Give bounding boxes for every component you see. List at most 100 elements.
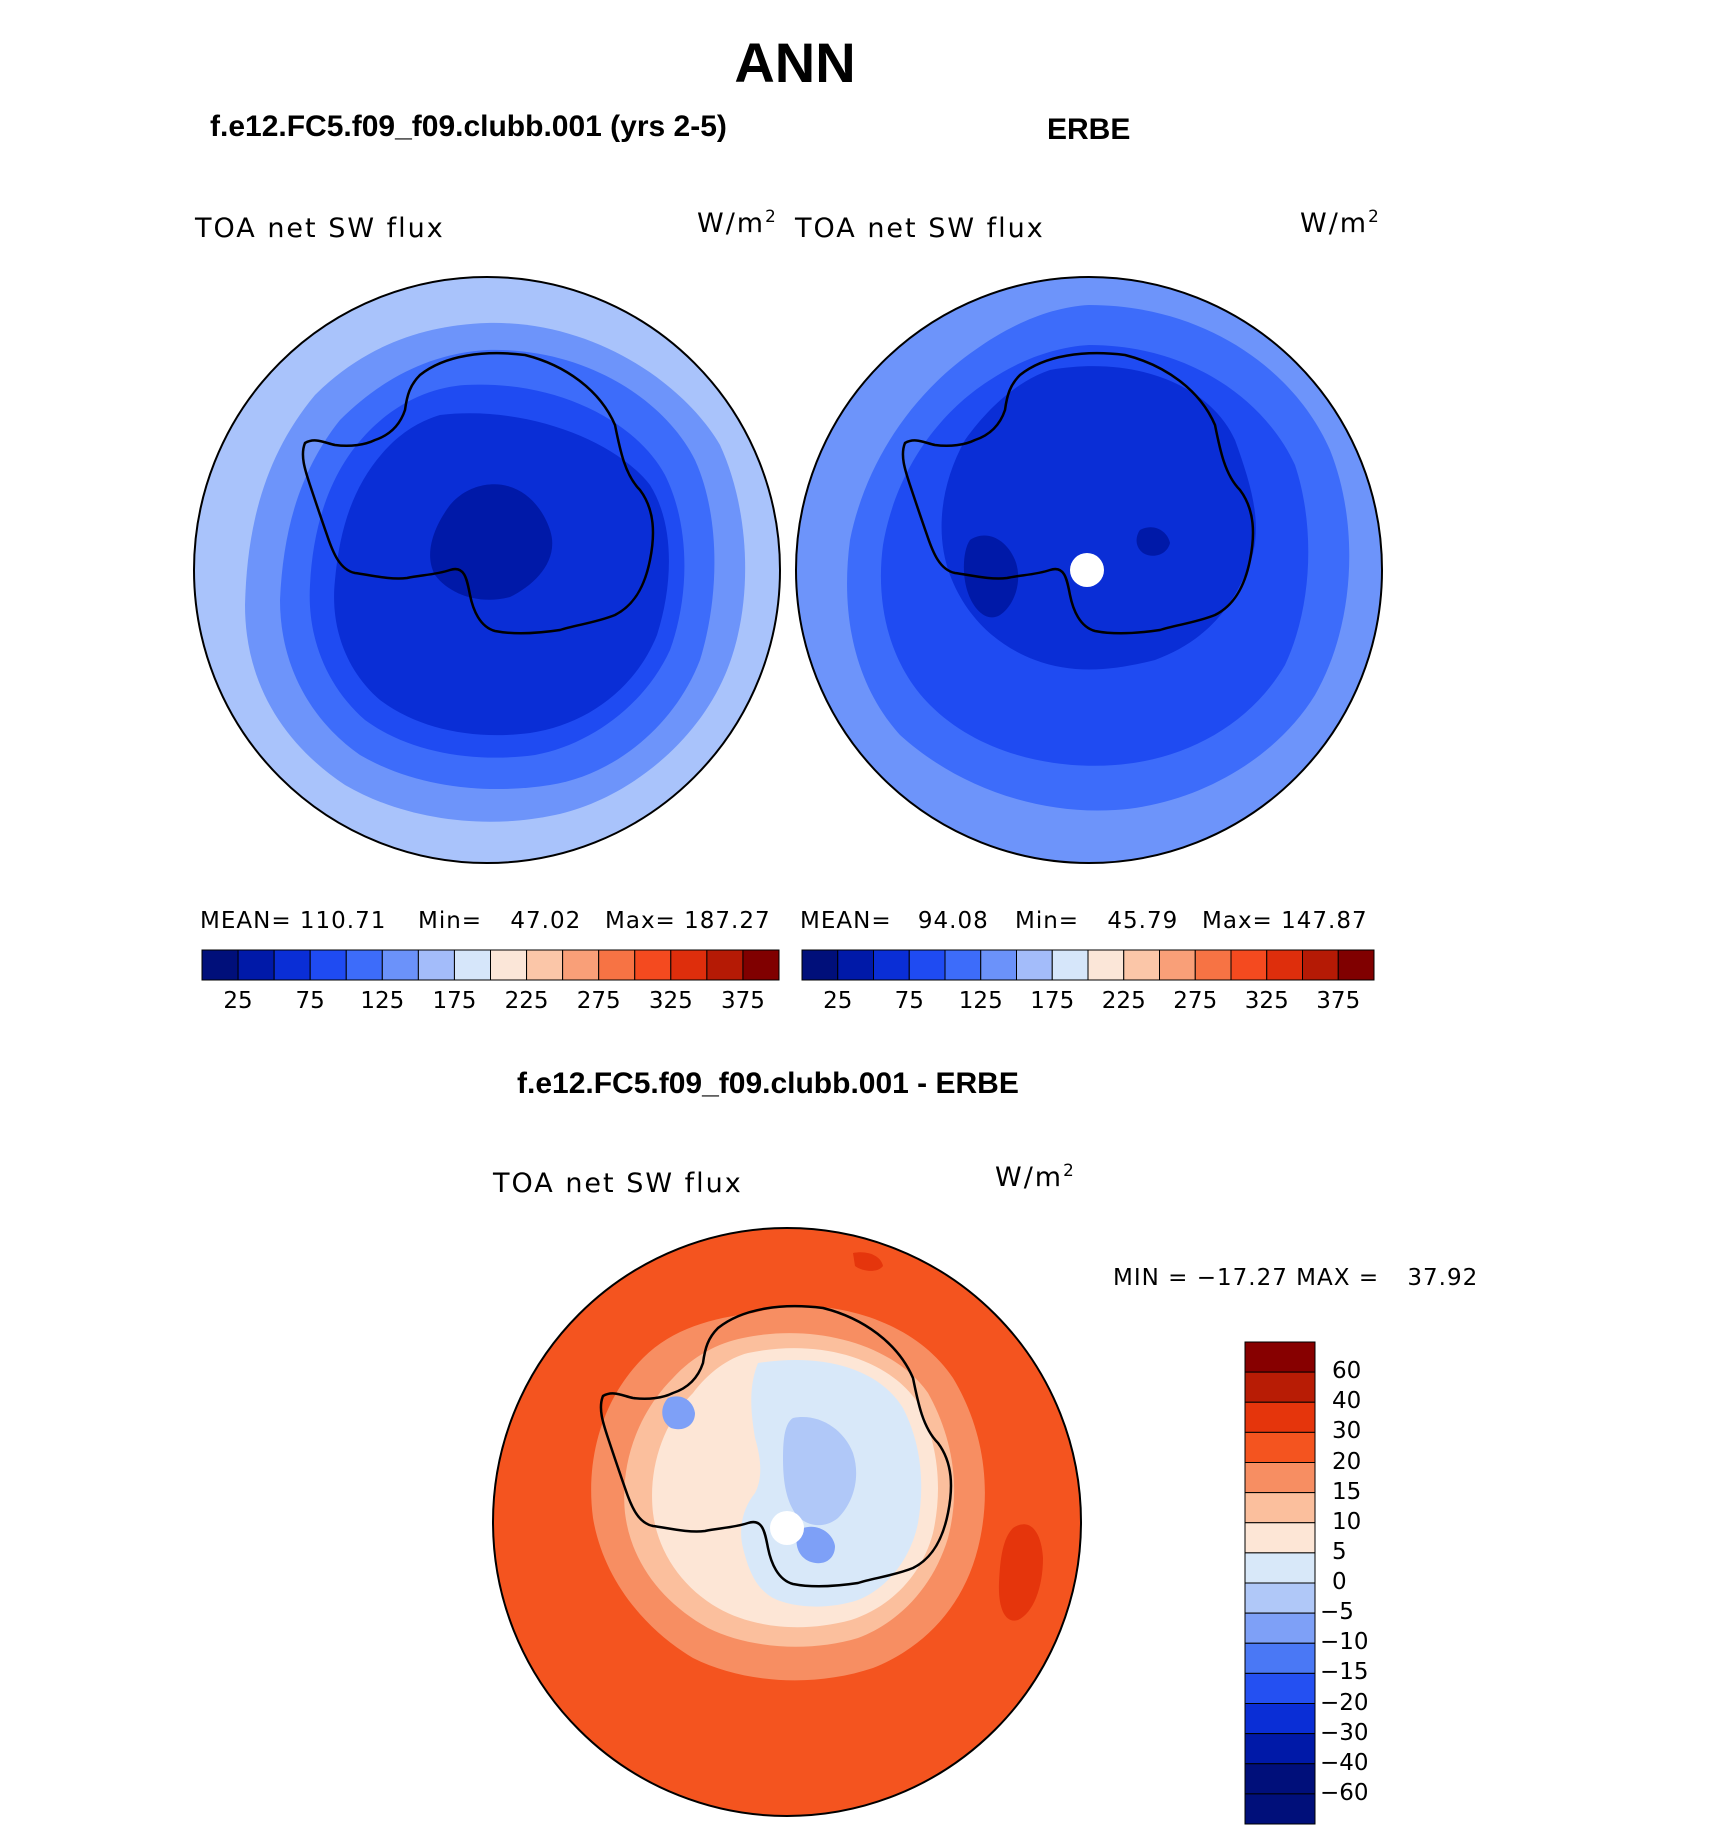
diff-map [492, 1227, 1082, 1817]
model-map [193, 276, 781, 864]
diff-antarctica-outline [599, 1304, 953, 1588]
diff-colorbar-tick-label: 0 [1332, 1569, 1347, 1595]
model-colorbar-swatch [706, 949, 744, 981]
obs-colorbar-swatch [1302, 949, 1339, 981]
diff-colorbar-tick-label: 60 [1332, 1358, 1362, 1385]
obs-colorbar-swatch [1123, 949, 1160, 981]
diff-colorbar-tick-label: 15 [1332, 1478, 1362, 1505]
diff-colorbar-tick-label: −10 [1320, 1629, 1369, 1656]
model-colorbar-swatch [273, 949, 311, 981]
diff-min-max: MIN = −17.27 MAX = 37.92 [1113, 1265, 1479, 1291]
obs-colorbar-swatch [1337, 949, 1375, 981]
model-colorbar-swatch [345, 949, 383, 981]
diff-colorbar-swatch [1244, 1642, 1316, 1674]
diff-contour-band-30b [853, 1252, 883, 1271]
diff-colorbar-tick-label: −30 [1320, 1719, 1369, 1746]
diff-colorbar-swatch [1244, 1522, 1316, 1554]
model-colorbar [201, 949, 780, 981]
obs-colorbar-swatch [1016, 949, 1053, 981]
diff-colorbar-swatch [1244, 1401, 1316, 1433]
model-colorbar-tick-label: 225 [504, 988, 549, 1014]
diff-field-label: TOA net SW flux [493, 1168, 743, 1199]
obs-colorbar-swatch [873, 949, 910, 981]
obs-colorbar-swatch [980, 949, 1017, 981]
diff-colorbar-tick-label: 5 [1332, 1538, 1347, 1565]
diff-colorbar-swatch [1244, 1763, 1316, 1795]
model-colorbar-swatch [201, 949, 239, 981]
diff-contour-band-neg10 [796, 1526, 835, 1564]
obs-colorbar-swatch [801, 949, 839, 981]
obs-pole-missing-data [1070, 553, 1104, 587]
model-field-label: TOA net SW flux [195, 213, 445, 244]
model-colorbar-swatch [634, 949, 672, 981]
model-colorbar-tick-label: 325 [648, 988, 693, 1014]
model-colorbar-tick-label: 175 [432, 988, 477, 1014]
diff-colorbar-tick-label: −15 [1320, 1659, 1369, 1686]
obs-colorbar-swatch [944, 949, 982, 981]
diff-colorbar-swatch [1244, 1492, 1316, 1524]
model-colorbar-swatch [417, 949, 455, 981]
model-map-boundary [193, 276, 781, 864]
diff-units-label: W/m2 [995, 1160, 1076, 1193]
model-colorbar-tick-label: 75 [295, 988, 325, 1014]
diff-colorbar-tick-label: 30 [1332, 1418, 1362, 1445]
diff-colorbar-tick-label: −60 [1320, 1779, 1369, 1806]
obs-contour-band-50 [963, 535, 1019, 618]
obs-colorbar [801, 949, 1375, 981]
model-mean: MEAN= 110.71 [200, 908, 387, 934]
obs-colorbar-swatch [1194, 949, 1232, 981]
diff-colorbar-swatch [1244, 1341, 1316, 1373]
diff-contour-band-neg10b [662, 1396, 695, 1430]
obs-colorbar-swatch [908, 949, 946, 981]
diff-contour-band-neg5 [783, 1417, 857, 1526]
model-colorbar-swatch [381, 949, 419, 981]
diff-colorbar-swatch [1244, 1431, 1316, 1463]
diff-colorbar-swatch [1244, 1582, 1316, 1614]
diff-pole-missing-data [770, 1511, 804, 1545]
obs-max: Max= 147.87 [1202, 908, 1368, 934]
obs-units-label: W/m2 [1300, 206, 1381, 239]
model-colorbar-tick-label: 125 [360, 988, 405, 1014]
obs-contour-band-75 [941, 366, 1256, 670]
obs-colorbar-tick-label: 225 [1101, 988, 1146, 1014]
diff-colorbar-swatch [1244, 1552, 1316, 1584]
model-colorbar-swatch [742, 949, 780, 981]
obs-colorbar-tick-label: 175 [1030, 988, 1075, 1014]
obs-map-boundary [795, 276, 1383, 864]
model-colorbar-tick-label: 25 [223, 988, 253, 1014]
model-min: Min= 47.02 [418, 908, 582, 934]
obs-colorbar-swatch [1051, 949, 1089, 981]
obs-colorbar-tick-label: 75 [894, 988, 924, 1014]
model-colorbar-tick-label: 375 [720, 988, 765, 1014]
diff-colorbar-swatch [1244, 1703, 1316, 1735]
diff-colorbar-swatch [1244, 1371, 1316, 1403]
model-colorbar-swatch [237, 949, 275, 981]
diff-colorbar-tick-label: 10 [1332, 1508, 1362, 1535]
diff-map-boundary [492, 1227, 1082, 1817]
model-colorbar-swatch [562, 949, 600, 981]
obs-mean: MEAN= 94.08 [800, 908, 989, 934]
obs-colorbar-tick-label: 325 [1244, 988, 1289, 1014]
model-colorbar-ticks: 25 75 125 175 225 275 325 375 [202, 988, 779, 1018]
model-colorbar-swatch [490, 949, 528, 981]
diff-colorbar-tick-label: −40 [1320, 1749, 1369, 1776]
obs-contour-band-50b [1136, 527, 1170, 556]
obs-colorbar-swatch [1230, 949, 1268, 981]
model-colorbar-swatch [598, 949, 636, 981]
diff-colorbar-tick-label: 20 [1332, 1448, 1362, 1475]
obs-antarctica-outline [901, 351, 1255, 635]
obs-min: Min= 45.79 [1015, 908, 1179, 934]
model-max: Max= 187.27 [605, 908, 771, 934]
obs-field-label: TOA net SW flux [795, 213, 1045, 244]
diff-contour-band-30 [998, 1524, 1043, 1621]
obs-colorbar-tick-label: 25 [823, 988, 853, 1014]
obs-colorbar-swatch [837, 949, 874, 981]
main-title: ANN [734, 31, 856, 94]
diff-colorbar-swatch [1244, 1672, 1316, 1704]
obs-colorbar-tick-label: 125 [958, 988, 1003, 1014]
model-colorbar-swatch [670, 949, 708, 981]
diff-colorbar-tick-label: 40 [1332, 1388, 1362, 1415]
diff-colorbar [1244, 1341, 1316, 1825]
model-colorbar-swatch [453, 949, 491, 981]
diff-colorbar-tick-label: −20 [1320, 1689, 1369, 1716]
